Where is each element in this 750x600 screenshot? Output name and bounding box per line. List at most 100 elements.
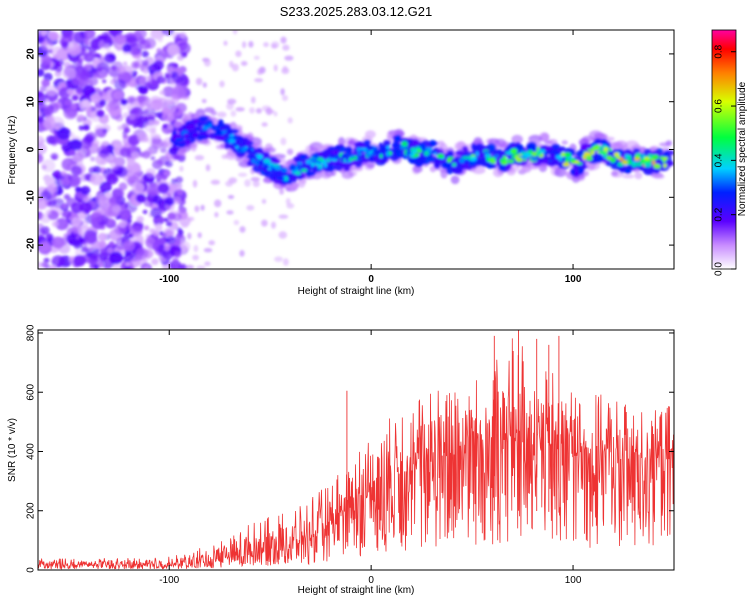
signal-core: [208, 123, 212, 128]
signal-halo: [347, 140, 356, 145]
signal-halo: [659, 142, 670, 147]
signal-blob: [572, 164, 579, 170]
noise-blob: [284, 55, 294, 61]
signal-blob: [498, 163, 507, 172]
signal-blob: [170, 146, 180, 151]
noise-blob: [287, 117, 293, 124]
noise-blob: [38, 197, 43, 202]
signal-core: [235, 139, 240, 145]
signal-core: [613, 152, 620, 157]
noise-blob: [63, 106, 78, 120]
noise-blob: [170, 178, 178, 185]
signal-halo: [582, 170, 589, 177]
signal-halo: [190, 142, 197, 152]
noise-blob: [132, 220, 144, 231]
noise-blob: [99, 181, 112, 193]
noise-blob: [164, 246, 170, 252]
noise-blob: [202, 82, 207, 88]
noise-blob: [108, 196, 117, 204]
noise-blob: [107, 218, 114, 225]
noise-blob: [38, 228, 47, 237]
noise-blob: [68, 31, 83, 45]
noise-blob: [38, 68, 45, 77]
signal-blob: [426, 156, 436, 162]
signal-core: [296, 162, 303, 165]
noise-blob: [95, 194, 109, 206]
noise-blob: [93, 166, 102, 174]
noise-blob: [237, 172, 248, 177]
noise-blob: [255, 108, 262, 114]
signal-blob: [214, 135, 225, 141]
noise-blob: [95, 127, 106, 138]
noise-blob: [150, 207, 162, 218]
signal-core: [622, 160, 628, 164]
signal-blob: [270, 158, 281, 164]
noise-blob: [280, 36, 287, 44]
noise-blob: [246, 205, 255, 211]
signal-core: [626, 160, 633, 165]
signal-core: [359, 147, 368, 151]
signal-halo: [548, 139, 558, 145]
noise-blob: [80, 185, 91, 195]
signal-core: [565, 158, 570, 163]
signal-halo: [182, 115, 193, 121]
signal-core: [558, 158, 564, 162]
signal-core: [258, 161, 263, 165]
signal-halo: [440, 168, 448, 179]
noise-blob: [82, 36, 90, 44]
signal-core: [633, 157, 641, 161]
spectrogram-x-label: Height of straight line (km): [298, 286, 415, 297]
noise-blob: [157, 182, 170, 194]
signal-core: [241, 141, 247, 146]
noise-blob: [142, 59, 149, 66]
noise-blob: [176, 227, 183, 233]
noise-blob: [91, 241, 100, 249]
signal-halo: [364, 130, 376, 139]
snr-y-ticks: 0 200 400 600 800: [26, 324, 674, 573]
signal-halo: [297, 177, 306, 188]
noise-blob: [38, 240, 51, 252]
noise-blob: [90, 93, 102, 104]
noise-blob: [89, 264, 95, 269]
noise-blob: [51, 137, 60, 145]
noise-blob: [38, 142, 47, 155]
noise-blob: [187, 232, 192, 240]
signal-blob: [446, 150, 455, 158]
signal-core: [189, 127, 196, 132]
noise-blob: [266, 109, 275, 114]
noise-blob: [143, 225, 150, 231]
noise-blob: [273, 111, 278, 117]
noise-blob: [41, 55, 53, 66]
noise-blob: [61, 203, 68, 209]
y-tick-label: -10: [26, 190, 37, 205]
noise-blob: [227, 98, 237, 105]
noise-blob: [72, 239, 83, 249]
noise-blob: [143, 69, 149, 75]
signal-core: [379, 153, 383, 159]
noise-blob: [155, 111, 163, 118]
signal-blob: [663, 150, 669, 157]
signal-core: [655, 163, 659, 167]
noise-blob: [48, 31, 59, 41]
noise-blob: [103, 114, 109, 119]
noise-blob: [204, 261, 211, 266]
noise-blob: [144, 121, 157, 133]
noise-blob: [226, 210, 234, 215]
noise-blob: [52, 155, 57, 160]
noise-blob: [77, 211, 87, 220]
noise-blob: [233, 219, 240, 226]
noise-blob: [219, 80, 225, 88]
signal-core: [506, 151, 512, 156]
noise-blob: [97, 232, 108, 242]
noise-blob: [165, 197, 175, 206]
noise-blob: [169, 260, 182, 269]
noise-blob: [146, 182, 161, 196]
noise-blob: [40, 30, 47, 36]
signal-halo: [171, 153, 182, 160]
signal-blob: [241, 137, 249, 144]
x-tick-label: 0: [368, 274, 374, 285]
noise-blob: [41, 159, 56, 173]
noise-blob: [278, 214, 289, 219]
noise-blob: [194, 155, 205, 161]
snr-spikes: [346, 330, 560, 543]
